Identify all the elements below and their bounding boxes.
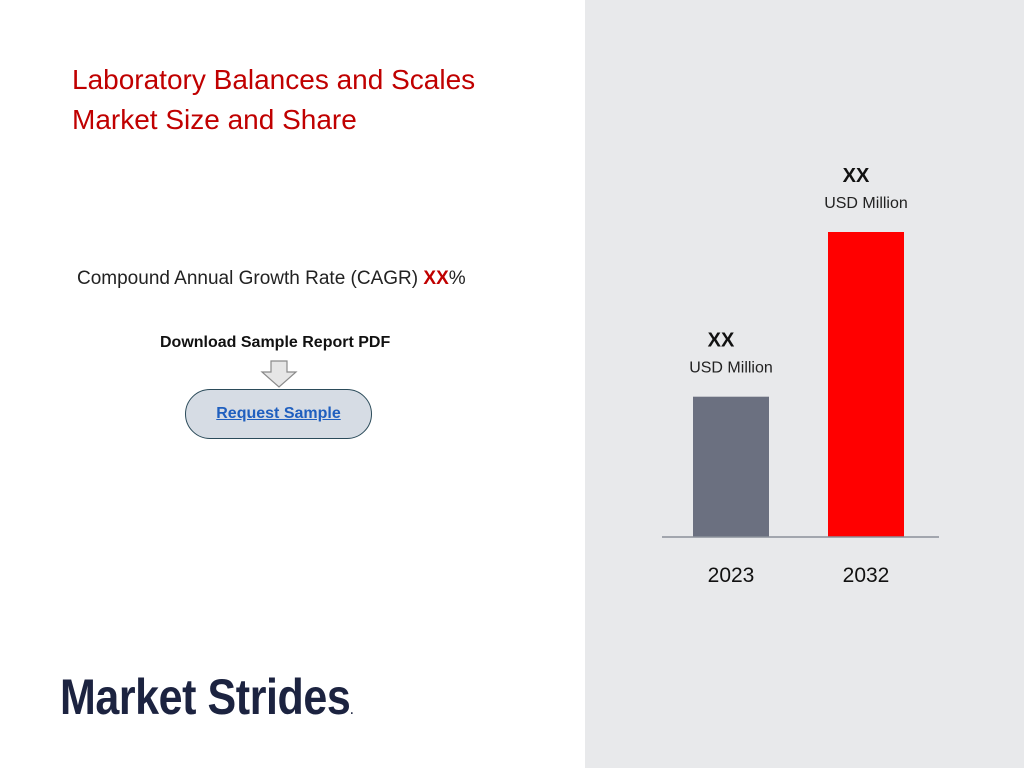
value-label-2032: XX bbox=[843, 165, 870, 187]
bar-2032 bbox=[828, 232, 904, 537]
unit-label-2032: USD Million bbox=[824, 195, 908, 212]
cagr-text: Compound Annual Growth Rate (CAGR) XX% bbox=[77, 268, 466, 290]
chart-panel bbox=[585, 0, 1024, 768]
market-strides-logo: Market Strides. bbox=[60, 668, 353, 726]
request-sample-button[interactable]: Request Sample bbox=[185, 389, 372, 439]
logo-mark: . bbox=[350, 703, 353, 717]
cagr-value: XX bbox=[423, 268, 449, 289]
down-arrow-icon bbox=[260, 360, 298, 388]
category-label-2032: 2032 bbox=[843, 564, 890, 587]
request-sample-link[interactable]: Request Sample bbox=[216, 405, 341, 422]
market-size-chart: XX USD Million 2023 XX USD Million 2032 bbox=[662, 165, 939, 587]
cagr-label: Compound Annual Growth Rate (CAGR) bbox=[77, 268, 424, 289]
cagr-unit: % bbox=[448, 268, 466, 289]
download-label: Download Sample Report PDF bbox=[160, 334, 391, 351]
title-line-1: Laboratory Balances and Scales bbox=[72, 64, 476, 95]
bar-2023 bbox=[693, 396, 769, 537]
category-label-2023: 2023 bbox=[708, 564, 755, 587]
page-title: Laboratory Balances and Scales Market Si… bbox=[72, 60, 552, 140]
value-label-2023: XX bbox=[708, 330, 735, 352]
title-line-2: Market Size and Share bbox=[72, 104, 357, 135]
logo-text: Market Strides bbox=[60, 669, 351, 725]
unit-label-2023: USD Million bbox=[689, 360, 773, 377]
